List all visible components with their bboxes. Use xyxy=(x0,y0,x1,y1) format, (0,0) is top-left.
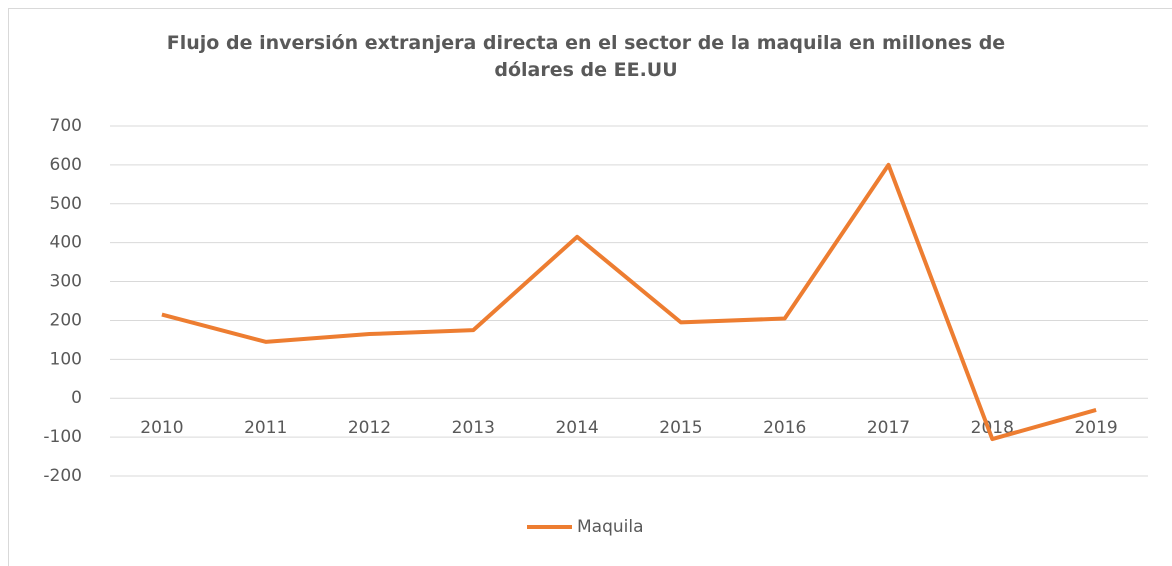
y-tick-label: 400 xyxy=(50,233,82,253)
chart-title: Flujo de inversión extranjera directa en… xyxy=(166,32,1006,81)
legend-label: Maquila xyxy=(577,517,644,537)
y-tick-label: 100 xyxy=(50,349,82,369)
x-tick-label: 2015 xyxy=(659,418,702,438)
x-tick-label: 2013 xyxy=(452,418,495,438)
x-tick-label: 2016 xyxy=(763,418,806,438)
y-tick-label: 500 xyxy=(50,194,82,214)
y-tick-label: 700 xyxy=(50,116,82,136)
y-tick-label: 0 xyxy=(71,388,82,408)
x-tick-label: 2017 xyxy=(867,418,910,438)
x-tick-label: 2010 xyxy=(140,418,183,438)
y-tick-label: -100 xyxy=(43,427,82,447)
chart-border xyxy=(8,8,1172,566)
y-tick-label: 600 xyxy=(50,155,82,175)
y-tick-label: 200 xyxy=(50,310,82,330)
x-tick-label: 2014 xyxy=(555,418,598,438)
y-tick-label: 300 xyxy=(50,272,82,292)
x-tick-label: 2018 xyxy=(971,418,1014,438)
line-series xyxy=(161,162,1097,442)
x-tick-label: 2019 xyxy=(1074,418,1117,438)
y-tick-label: -200 xyxy=(43,466,82,486)
x-tick-label: 2011 xyxy=(244,418,287,438)
x-tick-label: 2012 xyxy=(348,418,391,438)
